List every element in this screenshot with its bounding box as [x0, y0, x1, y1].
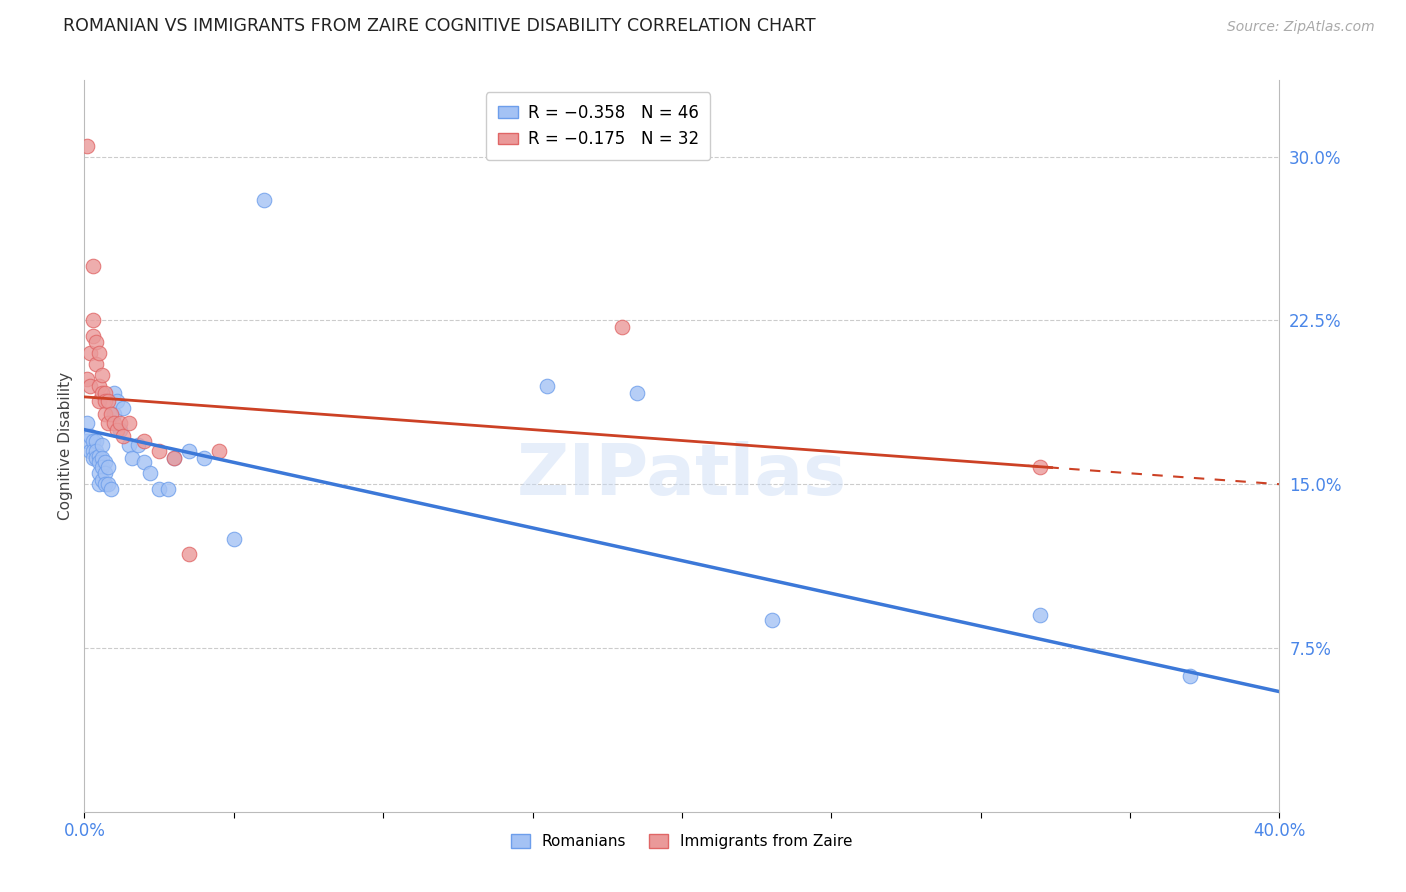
- Point: [132, 455, 156, 469]
- Point: [91, 368, 114, 382]
- Point: [82, 450, 104, 465]
- Point: [82, 328, 104, 343]
- Point: [103, 416, 125, 430]
- Point: [157, 482, 180, 496]
- Point: [94, 394, 117, 409]
- Point: [86, 434, 108, 448]
- Point: [97, 459, 120, 474]
- Point: [193, 450, 215, 465]
- Point: [177, 547, 200, 561]
- Point: [97, 477, 120, 491]
- Point: [91, 438, 114, 452]
- Point: [76, 138, 98, 153]
- Point: [89, 477, 111, 491]
- Point: [86, 450, 108, 465]
- Point: [89, 467, 111, 481]
- Point: [112, 401, 135, 415]
- Point: [86, 335, 108, 350]
- Point: [91, 450, 114, 465]
- Point: [612, 320, 634, 334]
- Point: [94, 477, 117, 491]
- Point: [91, 473, 114, 487]
- Point: [177, 444, 200, 458]
- Point: [103, 408, 125, 422]
- Point: [89, 449, 111, 463]
- Point: [79, 429, 101, 443]
- Point: [91, 459, 114, 474]
- Point: [105, 394, 128, 409]
- Point: [121, 450, 143, 465]
- Point: [118, 416, 141, 430]
- Text: ROMANIAN VS IMMIGRANTS FROM ZAIRE COGNITIVE DISABILITY CORRELATION CHART: ROMANIAN VS IMMIGRANTS FROM ZAIRE COGNIT…: [63, 17, 815, 35]
- Point: [110, 423, 132, 437]
- Point: [76, 434, 98, 448]
- Point: [94, 385, 117, 400]
- Point: [94, 467, 117, 481]
- Point: [1029, 608, 1052, 623]
- Point: [127, 438, 149, 452]
- Point: [86, 357, 108, 371]
- Point: [97, 416, 120, 430]
- Point: [89, 379, 111, 393]
- Text: ZIPatlas: ZIPatlas: [517, 441, 846, 509]
- Text: Source: ZipAtlas.com: Source: ZipAtlas.com: [1227, 21, 1375, 34]
- Point: [536, 379, 558, 393]
- Point: [118, 438, 141, 452]
- Point: [94, 408, 117, 422]
- Point: [100, 482, 122, 496]
- Point: [89, 394, 111, 409]
- Point: [97, 394, 120, 409]
- Y-axis label: Cognitive Disability: Cognitive Disability: [58, 372, 73, 520]
- Point: [82, 444, 104, 458]
- Point: [76, 372, 98, 386]
- Point: [163, 450, 186, 465]
- Point: [626, 385, 648, 400]
- Point: [148, 482, 170, 496]
- Point: [132, 434, 156, 448]
- Point: [86, 444, 108, 458]
- Point: [148, 444, 170, 458]
- Point: [79, 379, 101, 393]
- Point: [139, 467, 162, 481]
- Point: [112, 429, 135, 443]
- Point: [79, 444, 101, 458]
- Point: [89, 455, 111, 469]
- Point: [1178, 669, 1201, 683]
- Point: [91, 385, 114, 400]
- Point: [89, 346, 111, 360]
- Point: [103, 385, 125, 400]
- Point: [82, 313, 104, 327]
- Point: [76, 416, 98, 430]
- Point: [82, 259, 104, 273]
- Point: [105, 423, 128, 437]
- Point: [100, 408, 122, 422]
- Point: [82, 434, 104, 448]
- Point: [110, 416, 132, 430]
- Point: [1029, 459, 1052, 474]
- Point: [94, 455, 117, 469]
- Point: [79, 346, 101, 360]
- Point: [253, 194, 276, 208]
- Point: [208, 444, 231, 458]
- Point: [761, 613, 783, 627]
- Point: [222, 532, 245, 546]
- Point: [163, 450, 186, 465]
- Legend: Romanians, Immigrants from Zaire: Romanians, Immigrants from Zaire: [505, 828, 859, 855]
